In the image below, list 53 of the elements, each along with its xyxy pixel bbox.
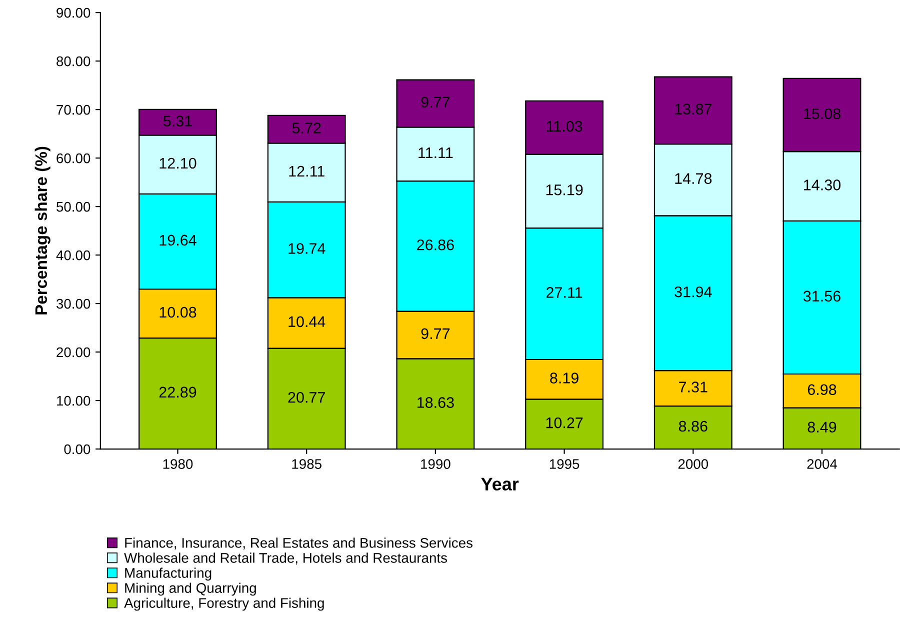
data-label: 15.08 (804, 108, 840, 120)
data-label: 27.11 (546, 287, 582, 298)
data-label: 26.86 (417, 239, 454, 250)
data-label: 6.98 (808, 384, 836, 396)
data-label: 11.11 (418, 148, 453, 158)
data-label: 5.72 (292, 122, 321, 134)
x-tick-label: 1995 (550, 459, 580, 469)
data-label: 20.77 (288, 392, 325, 403)
data-label: 10.44 (288, 316, 326, 328)
data-label: 31.94 (674, 286, 712, 298)
x-axis-title: Year (481, 478, 519, 491)
data-label: 22.89 (159, 386, 196, 398)
data-label: 14.78 (675, 173, 712, 184)
y-axis-title: Percentage share (%) (34, 146, 50, 314)
data-label: 11.03 (546, 120, 582, 132)
legend-label: Mining and Quarrying (125, 582, 256, 596)
y-tick-label: 40.00 (56, 250, 90, 260)
data-label: 9.77 (421, 96, 450, 108)
data-label: 31.56 (803, 290, 840, 302)
data-label: 10.08 (160, 306, 196, 318)
x-tick-label: 2004 (807, 459, 838, 469)
data-label: 5.31 (163, 116, 192, 126)
data-label: 10.27 (546, 417, 583, 428)
data-label: 8.49 (808, 422, 836, 433)
y-tick-label: 60.00 (56, 153, 90, 164)
legend-label: Wholesale and Retail Trade, Hotels and Restaurants (124, 552, 448, 564)
y-tick-label: 80.00 (56, 56, 90, 66)
legend-label: Agriculture, Forestry and Fishing (124, 598, 324, 611)
y-tick-label: 0.00 (64, 444, 90, 454)
data-label: 18.63 (417, 397, 454, 408)
data-label: 7.31 (679, 382, 708, 392)
data-label: 12.11 (289, 166, 324, 177)
data-label: 15.19 (546, 184, 583, 196)
y-tick-label: 50.00 (56, 202, 90, 212)
x-tick-label: 1990 (421, 459, 450, 469)
legend-label: Finance, Insurance, Real Estates and Business Services (125, 538, 472, 550)
y-tick-label: 70.00 (56, 104, 90, 115)
data-label: 12.10 (160, 158, 196, 169)
x-tick-label: 1980 (163, 459, 193, 469)
y-tick-label: 90.00 (56, 8, 90, 18)
data-label: 19.74 (288, 243, 326, 254)
data-label: 19.64 (160, 234, 196, 246)
data-label: 8.19 (550, 372, 578, 384)
x-tick-label: 2000 (678, 459, 708, 469)
data-label: 9.77 (421, 328, 450, 340)
y-tick-label: 10.00 (57, 396, 90, 406)
y-tick-label: 30.00 (56, 298, 90, 309)
data-label: 13.87 (675, 104, 712, 114)
y-tick-label: 20.00 (56, 347, 90, 358)
x-tick-label: 1985 (292, 459, 322, 469)
data-label: 8.86 (678, 420, 708, 432)
legend-label: Manufacturing (125, 568, 212, 581)
data-label: 14.30 (804, 180, 841, 190)
